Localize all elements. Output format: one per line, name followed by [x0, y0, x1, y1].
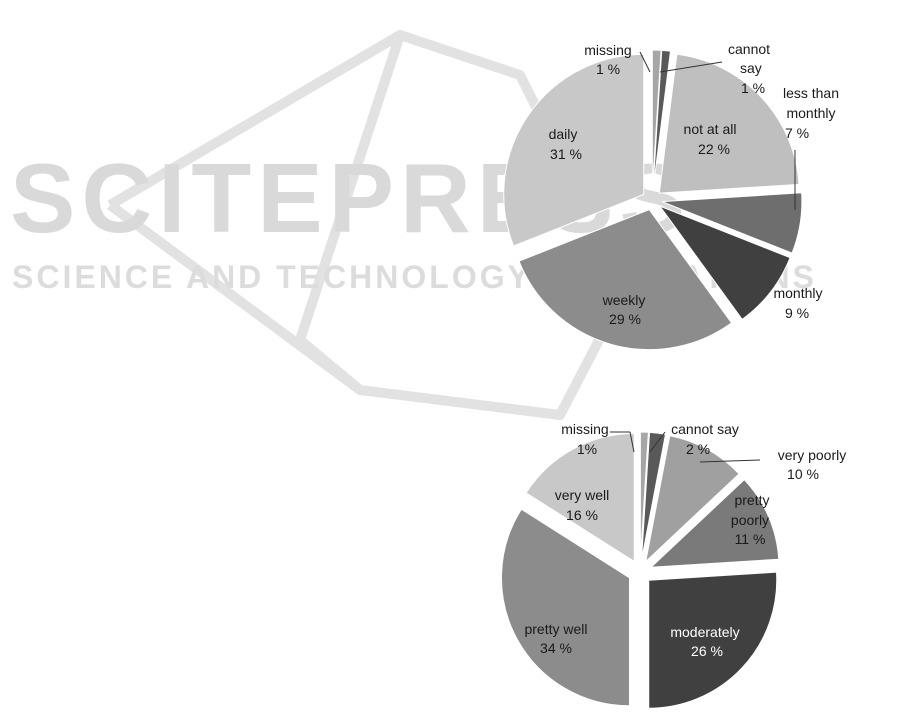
slice-value-very-poorly: 10 % [787, 466, 819, 482]
slice-value-pretty-well: 34 % [540, 640, 572, 656]
slice-label-missing: missing [584, 42, 631, 58]
slice-label-very-poorly: very poorly [778, 447, 846, 463]
pie-chart-frequency: missing 1 % cannot say 1 % not at all 22… [503, 41, 839, 351]
slice-value-cannot-say: 1 % [741, 80, 765, 96]
pie-rating-slices [500, 431, 780, 709]
slice-value-monthly: 9 % [785, 305, 809, 321]
slice-label-weekly: weekly [602, 292, 646, 308]
slice-value-very-well: 16 % [566, 507, 598, 523]
slice-value-missing: 1 % [596, 61, 620, 77]
slice-label-monthly: monthly [773, 285, 822, 301]
slice-value-pretty-poorly: 11 % [735, 531, 766, 547]
leader-missing-2-drop [629, 431, 635, 453]
pie-slice-daily [503, 53, 645, 247]
pie-slice-monthly [658, 205, 791, 321]
pie-slice-missing [651, 49, 662, 191]
pie-slice-not-at-all [658, 53, 800, 194]
pie-slice-cannot-say [641, 431, 667, 561]
slice-value-less-than-monthly: 7 % [785, 125, 809, 141]
slice-value-not-at-all: 22 % [698, 141, 730, 157]
slice-label-cannot-say-line1: cannot [728, 41, 770, 57]
pie-slice-pretty-well [500, 508, 630, 707]
pie-slice-very-poorly [645, 435, 740, 563]
pie-slice-missing [639, 431, 649, 561]
slice-label-moderately: moderately [670, 624, 739, 640]
slice-label-pretty-poorly-line1: pretty [734, 492, 769, 508]
slice-value-weekly: 29 % [609, 311, 641, 327]
pie-slice-cannot-say [652, 49, 672, 191]
leader-cannotsay-1 [659, 61, 723, 73]
slice-label-very-well: very well [555, 487, 609, 503]
leader-verypoorly-2 [699, 459, 761, 463]
slice-label-cannot-say-line2: say [740, 60, 762, 76]
slice-label-missing-2: missing [561, 421, 608, 437]
pie-slice-very-well [525, 432, 635, 563]
slice-label-not-at-all: not at all [684, 121, 737, 137]
pie-slice-moderately [648, 571, 778, 709]
pie-slice-less-than-monthly [661, 192, 803, 254]
slice-value-missing-2: 1% [577, 441, 597, 457]
slice-value-cannot-say-2: 2 % [686, 441, 710, 457]
slice-label-pretty-poorly-line2: poorly [731, 512, 769, 528]
leader-missing-1 [639, 51, 651, 73]
slice-label-daily: daily [549, 126, 578, 142]
slice-label-cannot-say-2: cannot say [671, 421, 739, 437]
slice-label-less-than-monthly-line1: less than [783, 85, 839, 101]
pie-slice-weekly [518, 208, 733, 351]
slice-label-less-than-monthly-line2: monthly [786, 105, 835, 121]
pie-frequency-slices [503, 49, 803, 351]
slice-label-pretty-well: pretty well [524, 621, 587, 637]
pie-chart-rating: missing 1% cannot say 2 % very poorly 10… [500, 421, 846, 709]
pie-slice-pretty-poorly [649, 478, 780, 568]
leader-cannotsay-2 [649, 431, 666, 453]
slice-value-daily: 31 % [550, 146, 582, 162]
slice-value-moderately: 26 % [691, 643, 723, 659]
